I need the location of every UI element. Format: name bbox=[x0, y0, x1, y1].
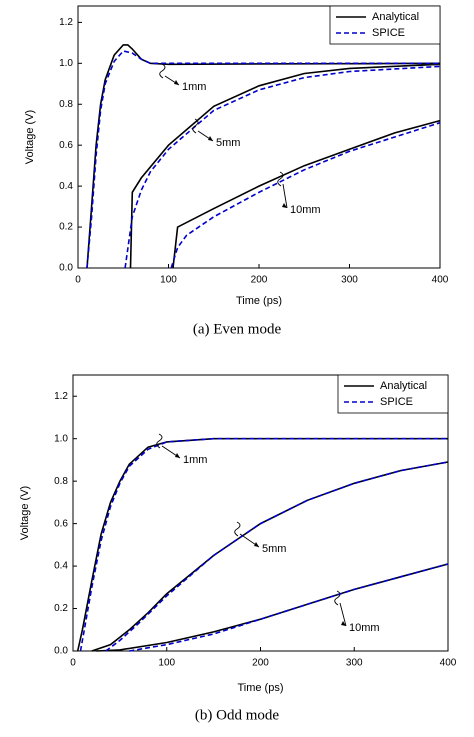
annotation: 10mm bbox=[349, 622, 380, 634]
annotation-arrowhead bbox=[341, 621, 346, 626]
annotation: 1mm bbox=[182, 81, 206, 93]
y-tick-label: 0.0 bbox=[54, 646, 68, 657]
y-tick-label: 1.0 bbox=[54, 433, 68, 444]
x-tick-label: 400 bbox=[432, 275, 449, 286]
series-line bbox=[86, 44, 441, 269]
annotation-curl bbox=[234, 521, 241, 537]
x-tick-label: 200 bbox=[251, 275, 268, 286]
y-tick-label: 0.2 bbox=[54, 603, 68, 614]
y-tick-label: 1.2 bbox=[54, 391, 68, 402]
y-tick-label: 0.8 bbox=[54, 476, 68, 487]
annotation-arrowhead bbox=[282, 203, 287, 208]
annotation: 5mm bbox=[216, 137, 240, 149]
x-tick-label: 400 bbox=[440, 658, 457, 669]
y-tick-label: 0.8 bbox=[59, 99, 73, 110]
legend-box bbox=[337, 374, 449, 414]
annotation-curl bbox=[159, 63, 166, 79]
y-tick-label: 0.0 bbox=[59, 263, 73, 274]
y-tick-label: 0.6 bbox=[59, 140, 73, 151]
x-tick-label: 0 bbox=[70, 658, 76, 669]
legend-label: Analytical bbox=[380, 380, 427, 392]
legend-box bbox=[329, 5, 441, 45]
x-tick-label: 0 bbox=[75, 275, 81, 286]
x-tick-label: 100 bbox=[160, 275, 177, 286]
y-tick-label: 0.4 bbox=[59, 181, 73, 192]
y-tick-label: 1.2 bbox=[59, 17, 73, 28]
annotation-curl bbox=[277, 171, 284, 187]
x-tick-label: 100 bbox=[158, 658, 175, 669]
plot-frame bbox=[72, 374, 449, 652]
annotation-curl bbox=[334, 590, 341, 606]
annotation: 5mm bbox=[262, 543, 286, 555]
caption: (b) Odd mode bbox=[195, 707, 279, 723]
y-tick-label: 1.0 bbox=[59, 58, 73, 69]
y-axis-label: Voltage (V) bbox=[19, 486, 31, 540]
series-line bbox=[79, 437, 449, 652]
x-axis-label: Time (ps) bbox=[237, 682, 283, 694]
x-tick-label: 200 bbox=[252, 658, 269, 669]
x-tick-label: 300 bbox=[341, 275, 358, 286]
legend-label: Analytical bbox=[372, 11, 419, 23]
y-tick-label: 0.6 bbox=[54, 518, 68, 529]
annotation-arrowhead bbox=[174, 80, 179, 85]
legend-label: SPICE bbox=[372, 27, 405, 39]
annotation: 10mm bbox=[290, 204, 321, 216]
y-tick-label: 0.2 bbox=[59, 222, 73, 233]
x-tick-label: 300 bbox=[346, 658, 363, 669]
annotation-arrow bbox=[339, 602, 347, 627]
annotation: 1mm bbox=[183, 454, 207, 466]
annotation-arrow bbox=[282, 183, 288, 209]
y-tick-label: 0.4 bbox=[54, 561, 68, 572]
series-line bbox=[86, 50, 441, 269]
annotation-arrowhead bbox=[254, 542, 259, 547]
annotation-arrowhead bbox=[208, 136, 213, 141]
x-axis-label: Time (ps) bbox=[236, 295, 282, 307]
y-axis-label: Voltage (V) bbox=[24, 110, 36, 164]
annotation-curl bbox=[192, 118, 199, 134]
caption: (a) Even mode bbox=[193, 321, 282, 337]
annotation-curl bbox=[156, 433, 163, 449]
annotation-arrowhead bbox=[175, 453, 180, 458]
legend-label: SPICE bbox=[380, 396, 413, 408]
